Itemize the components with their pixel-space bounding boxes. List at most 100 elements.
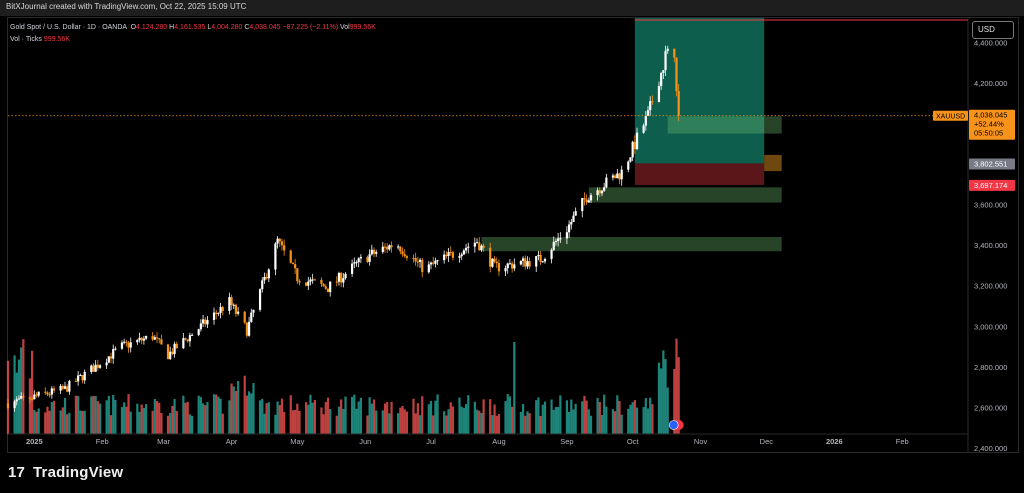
tradingview-logo[interactable]: 17 TradingView — [8, 464, 123, 481]
volume-bar — [631, 402, 634, 434]
volume-bar — [199, 397, 202, 434]
currency-button[interactable]: USD — [972, 21, 1014, 39]
volume-bar — [473, 401, 476, 434]
candle-body — [511, 263, 514, 269]
candle-body — [675, 57, 678, 92]
candle-body — [443, 254, 446, 261]
volume-bar — [421, 396, 424, 434]
candle-body — [366, 257, 369, 262]
volume-bar — [528, 413, 531, 434]
volume-bar — [550, 399, 553, 434]
volume-bar — [114, 399, 117, 434]
candle-body — [627, 161, 630, 170]
candle-body — [230, 297, 233, 306]
time-tick-label: 2025 — [26, 437, 43, 446]
high-label: H — [169, 24, 175, 31]
volume-bar — [20, 347, 23, 434]
header-bar: BitXJournal created with TradingView.com… — [0, 0, 1024, 16]
candle-body — [412, 257, 415, 259]
candle-body — [543, 258, 547, 262]
candle-body — [90, 365, 93, 372]
volume-bar — [646, 408, 650, 434]
candle-body — [506, 263, 509, 269]
candle-body — [296, 268, 299, 282]
volume-bar — [217, 396, 220, 434]
candle-body — [405, 256, 409, 258]
time-tick-label: Feb — [896, 437, 909, 446]
stop-box-1 — [634, 163, 765, 185]
volume-bar — [263, 413, 266, 434]
volume-bar — [74, 395, 78, 434]
volume-bar — [480, 412, 483, 434]
candle-body — [581, 198, 584, 212]
volume-bar — [381, 410, 384, 434]
price-tick-label: 4,200.000 — [974, 79, 1007, 88]
candle-body — [513, 264, 516, 269]
volume-bar — [583, 395, 586, 434]
time-tick-label: Apr — [226, 437, 238, 446]
candle-body — [337, 272, 341, 282]
candle-body — [125, 341, 128, 343]
candle-body — [320, 279, 323, 284]
volume-bar — [614, 411, 617, 434]
volume-bar — [557, 407, 560, 434]
candle-body — [570, 221, 573, 225]
price-tick-label: 3,600.000 — [974, 201, 1007, 210]
candle-body — [603, 187, 606, 191]
price-tick-label: 3,000.000 — [974, 322, 1007, 331]
volume-bar — [142, 408, 145, 434]
candle-body — [17, 398, 21, 400]
candle-body — [618, 173, 621, 180]
volume-bar — [403, 409, 406, 434]
volume-bar — [366, 415, 369, 434]
candle-body — [436, 260, 439, 262]
volume-bar — [412, 398, 415, 434]
candle-body — [383, 246, 387, 248]
low-value: 4,004.280 — [211, 24, 243, 31]
candle-body — [381, 246, 384, 253]
level-tag-value: 3,802.551 — [974, 160, 1007, 169]
volume-bar — [140, 404, 143, 434]
candle-body — [401, 251, 404, 255]
candle-body — [109, 356, 113, 359]
candle-body — [611, 175, 615, 178]
candle-body — [94, 364, 97, 372]
volume-bar — [6, 360, 10, 434]
candle-body — [357, 258, 360, 263]
time-tick-label: 2026 — [826, 437, 843, 446]
candle-body — [497, 263, 501, 272]
plot-area[interactable] — [7, 17, 1019, 453]
volume-bar — [489, 399, 492, 434]
volume-bar — [657, 362, 661, 434]
volume-bar — [237, 380, 240, 434]
candle-body — [666, 48, 669, 51]
candle-body — [155, 337, 159, 339]
volume-bar — [158, 402, 161, 434]
volume-bar — [491, 415, 494, 434]
volume-bar — [344, 396, 347, 434]
candle-body — [37, 391, 40, 396]
volume-bar — [324, 401, 327, 434]
volume-bar — [383, 403, 387, 434]
volume-bar — [633, 400, 636, 434]
volume-bar — [188, 414, 192, 434]
candle-body — [342, 278, 345, 283]
price-tick-label: 2,800.000 — [974, 363, 1007, 372]
candle-body — [217, 312, 220, 314]
volume-bar — [414, 413, 417, 434]
candle-body — [59, 385, 62, 391]
candle-body — [372, 249, 376, 254]
volume-bar — [504, 401, 507, 434]
candle-body — [567, 224, 571, 233]
candle-body — [234, 304, 238, 314]
level-tag-value: 3,697.174 — [974, 181, 1007, 190]
candle-body — [552, 241, 555, 250]
candle-body — [462, 250, 465, 255]
volume-bar — [144, 404, 148, 434]
time-tick-label: Jul — [426, 437, 436, 446]
candle-body — [52, 388, 56, 391]
time-axis: 2025 Feb Mar Apr May Jun Jul Aug Sep Oct Nov Dec 202… — [8, 433, 968, 446]
volume-bar — [603, 394, 606, 434]
